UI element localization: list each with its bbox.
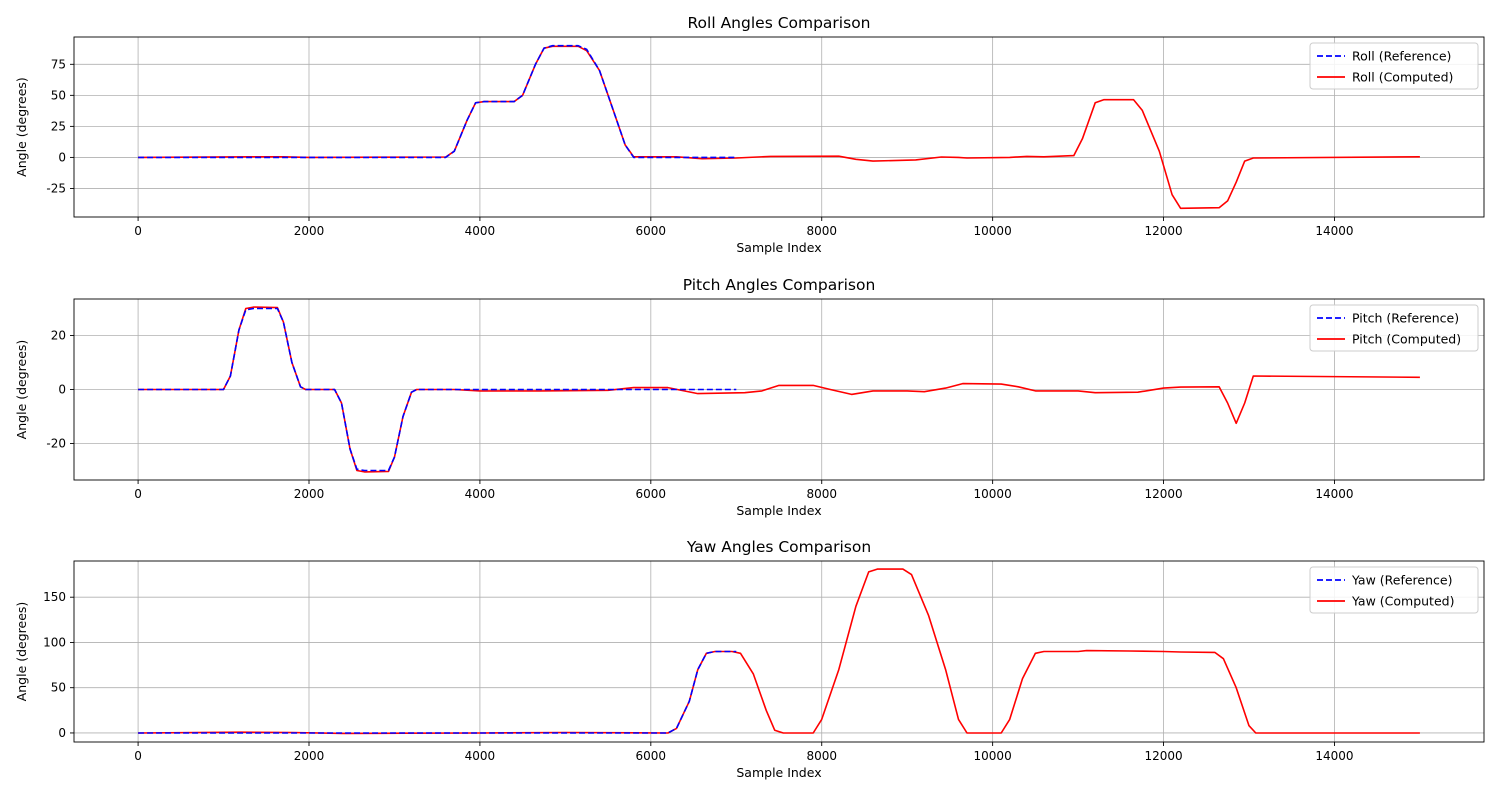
- x-axis-label: Sample Index: [736, 240, 821, 255]
- y-tick-label: 75: [51, 57, 66, 71]
- x-tick-label: 6000: [636, 487, 667, 501]
- chart-title: Yaw Angles Comparison: [686, 538, 871, 556]
- legend-box: [1309, 42, 1479, 90]
- series-line-reference: [138, 44, 737, 159]
- legend-box: [1309, 566, 1479, 614]
- x-tick-label: 4000: [465, 749, 496, 763]
- legend: Yaw (Reference) Yaw (Computed): [1309, 566, 1479, 614]
- legend: Pitch (Reference) Pitch (Computed): [1309, 304, 1479, 352]
- legend-entry: Yaw (Reference): [1351, 573, 1452, 588]
- x-tick-label: 0: [134, 224, 142, 238]
- x-tick-label: 14000: [1315, 487, 1353, 501]
- y-tick-label: -25: [46, 181, 66, 195]
- y-tick-label: 100: [43, 635, 66, 649]
- chart-title: Roll Angles Comparison: [687, 14, 870, 32]
- subplot-3: 0 2000 4000 6000 8000 10000 12000 14000 0 50 100 15…: [14, 538, 1485, 780]
- legend-entry: Roll (Reference): [1352, 49, 1451, 64]
- legend-entry: Roll (Computed): [1352, 70, 1453, 85]
- x-tick-label: 4000: [465, 487, 496, 501]
- x-tick-label: 14000: [1315, 224, 1353, 238]
- x-tick-label: 14000: [1315, 749, 1353, 763]
- y-tick-label: 150: [43, 590, 66, 604]
- x-tick-label: 12000: [1144, 749, 1182, 763]
- x-tick-label: 8000: [806, 487, 837, 501]
- series-line-reference: [138, 307, 737, 472]
- x-tick-label: 2000: [294, 487, 325, 501]
- axes-frame: [73, 36, 1485, 218]
- subplot-1: 0 2000 4000 6000 8000 10000 12000 14000 -25 0 25 50…: [14, 14, 1485, 255]
- x-tick-label: 8000: [806, 749, 837, 763]
- series-line-computed: [138, 45, 1420, 210]
- y-tick-label: 20: [51, 328, 66, 342]
- x-tick-label: 10000: [974, 487, 1012, 501]
- legend-entry: Pitch (Computed): [1352, 332, 1461, 347]
- legend: Roll (Reference) Roll (Computed): [1309, 42, 1479, 90]
- x-tick-label: 8000: [806, 224, 837, 238]
- y-tick-label: 0: [58, 726, 66, 740]
- y-axis-label: Angle (degrees): [14, 77, 29, 177]
- y-axis-label: Angle (degrees): [14, 602, 29, 702]
- x-tick-label: 6000: [636, 749, 667, 763]
- y-tick-label: 0: [58, 383, 66, 397]
- x-tick-label: 2000: [294, 224, 325, 238]
- y-axis-label: Angle (degrees): [14, 340, 29, 440]
- x-tick-label: 6000: [636, 224, 667, 238]
- series-line-reference: [138, 650, 737, 734]
- y-tick-label: 50: [51, 88, 66, 102]
- x-tick-label: 10000: [974, 749, 1012, 763]
- x-tick-label: 12000: [1144, 487, 1182, 501]
- axes-frame: [73, 560, 1485, 743]
- legend-box: [1309, 304, 1479, 352]
- chart-title: Pitch Angles Comparison: [683, 276, 876, 294]
- x-tick-label: 10000: [974, 224, 1012, 238]
- x-tick-label: 2000: [294, 749, 325, 763]
- subplot-2: 0 2000 4000 6000 8000 10000 12000 14000 -20 0 20 Pi…: [14, 276, 1485, 518]
- legend-entry: Pitch (Reference): [1352, 311, 1459, 326]
- x-tick-label: 0: [134, 487, 142, 501]
- legend-entry: Yaw (Computed): [1351, 594, 1454, 609]
- x-tick-label: 12000: [1144, 224, 1182, 238]
- y-tick-label: 25: [51, 119, 66, 133]
- x-tick-label: 0: [134, 749, 142, 763]
- x-axis-label: Sample Index: [736, 503, 821, 518]
- x-axis-label: Sample Index: [736, 765, 821, 780]
- y-tick-label: -20: [46, 437, 66, 451]
- y-tick-label: 50: [51, 681, 66, 695]
- series-line-computed: [138, 568, 1420, 735]
- y-tick-label: 0: [58, 150, 66, 164]
- x-tick-label: 4000: [465, 224, 496, 238]
